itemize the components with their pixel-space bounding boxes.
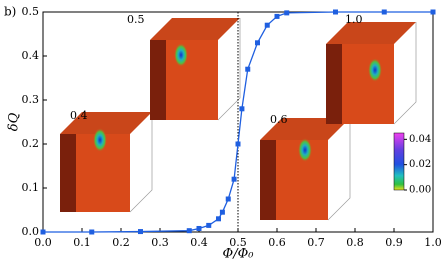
point [89,229,95,235]
inset-wire [327,118,351,221]
inset-side [326,44,342,124]
x-axis-title: Φ/Φ₀ [223,247,255,262]
inset-wire [129,112,153,213]
inset-wire [393,22,417,125]
point [381,9,387,15]
point [235,141,241,147]
inset-face [342,44,394,124]
inset-top [60,112,152,134]
inset-top [150,18,240,40]
colorbar-tick-label: 0.00 [409,185,431,196]
inset-wire [217,18,241,121]
x-tick-label: 0.9 [385,236,403,249]
point [430,9,436,15]
point [196,225,202,231]
x-tick-label: 0.2 [112,236,130,249]
x-tick-label: 0.0 [34,236,52,249]
x-tick-label: 0.3 [151,236,169,249]
point [245,66,251,72]
point [219,209,225,215]
x-tick-label: 1.0 [424,236,442,249]
x-tick-label: 0.8 [346,236,364,249]
point [239,106,245,112]
inset-top [326,22,416,44]
y-tick-label: 0.1 [22,181,40,194]
inset-label: 0.5 [127,13,145,26]
point [206,222,212,228]
x-tick-label: 0.6 [268,236,286,249]
inset-spot [368,58,382,82]
inset-side [60,134,76,212]
y-tick-label: 0.0 [22,225,40,238]
point [274,13,280,19]
colorbar [393,132,405,191]
point [255,40,260,46]
y-tick-label: 0.4 [22,49,40,62]
inset-face [166,40,218,120]
inset-label: 0.4 [70,109,88,122]
point [138,229,143,235]
point [186,228,192,234]
point [231,176,237,182]
y-tick-label: 0.5 [22,5,40,18]
inset-label: 1.0 [345,13,363,26]
x-tick-label: 0.4 [190,236,208,249]
point [333,9,338,15]
x-tick-label: 0.7 [307,236,325,249]
y-tick-label: 0.2 [22,137,40,150]
x-tick-label: 0.5 [229,236,247,249]
inset-side [260,140,276,220]
inset-spot [93,128,107,152]
y-axis-title: δQ [7,112,22,131]
panel-label: b) [4,5,16,19]
y-tick-label: 0.3 [22,93,40,106]
inset-spot [174,43,188,67]
colorbar-tick-label: 0.04 [409,134,431,145]
colorbar-tick-label: 0.02 [409,159,431,170]
inset-spot [298,138,312,162]
inset-side [150,40,166,120]
inset-label: 0.6 [270,113,288,126]
point [225,196,231,202]
point [40,229,46,235]
x-tick-label: 0.1 [73,236,91,249]
point [216,216,221,222]
point [264,22,270,28]
point [284,10,290,16]
